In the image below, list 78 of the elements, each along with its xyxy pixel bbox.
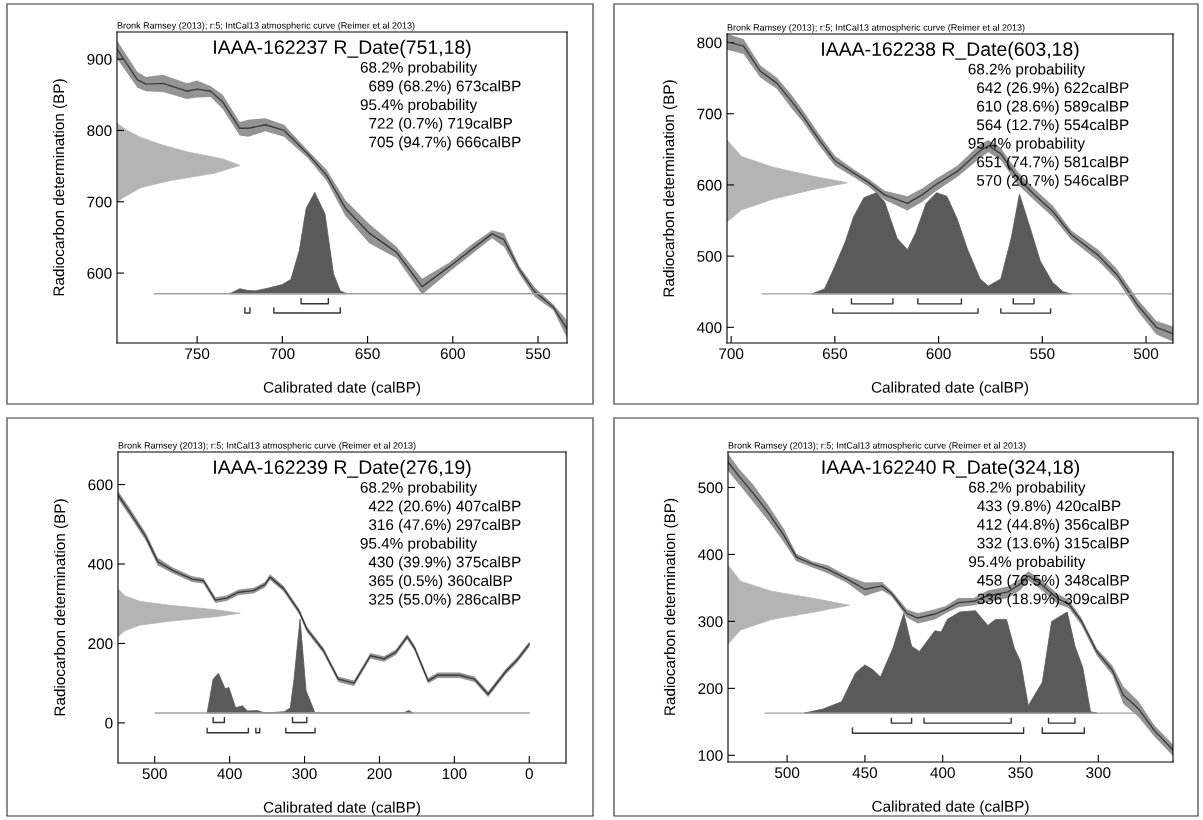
x-tick-label: 500 (774, 767, 800, 779)
x-tick-label: 400 (217, 768, 242, 780)
y-tick-label: 100 (698, 750, 723, 761)
x-tick-label: 650 (355, 348, 380, 360)
y-axis-title: Radiocarbon determination (BP) (53, 499, 69, 716)
y-tick-label: 500 (697, 251, 722, 262)
annotation: 610 (28.6%) 589calBP (977, 100, 1129, 115)
y-tick-label: 800 (697, 37, 722, 49)
x-tick-label: 700 (270, 348, 295, 360)
annotation: 412 (44.8%) 356calBP (977, 518, 1129, 533)
annotation: 642 (26.9%) 622calBP (977, 81, 1129, 97)
y-tick-label: 600 (87, 267, 112, 279)
y-tick-label: 900 (87, 53, 112, 65)
annotation: 705 (94.7%) 666calBP (369, 136, 521, 151)
x-tick-label: 700 (719, 348, 744, 360)
annotation: 365 (0.5%) 360calBP (368, 574, 512, 590)
x-tick-label: 500 (1133, 348, 1159, 360)
annotation: 430 (39.9%) 375calBP (368, 556, 521, 571)
x-tick-label: 600 (440, 348, 465, 360)
annotation: 722 (0.7%) 719calBP (369, 117, 513, 132)
annotation: 95.4% probability (969, 555, 1086, 571)
annotation: 68.2% probability (968, 63, 1086, 78)
x-tick-label: 450 (852, 767, 878, 779)
annotation: 95.4% probability (968, 137, 1086, 152)
x-tick-label: 650 (822, 348, 848, 360)
y-tick-label: 0 (105, 717, 113, 729)
x-tick-label: 350 (1008, 767, 1033, 779)
x-tick-label: 300 (292, 768, 317, 780)
annotation: 68.2% probability (969, 481, 1086, 496)
x-tick-label: 200 (367, 768, 392, 780)
annotation: 651 (74.7%) 581calBP (977, 156, 1129, 171)
annotation: 68.2% probability (360, 481, 478, 496)
x-tick-label: 400 (930, 767, 955, 779)
chart-title: IAAA-162237 R_Date(751,18) (214, 39, 471, 58)
y-tick-label: 500 (698, 482, 723, 494)
annotation: 564 (12.7%) 554calBP (976, 118, 1129, 134)
annotation: 422 (20.6%) 407calBP (368, 500, 521, 515)
chart-title: IAAA-162240 R_Date(324,18) (822, 459, 1080, 478)
y-tick-label: 400 (88, 558, 113, 570)
x-tick-label: 0 (525, 768, 533, 780)
annotation: 316 (47.6%) 297calBP (368, 518, 521, 534)
chart-title: IAAA-162239 R_Date(276,19) (214, 459, 471, 478)
chart-subtitle: Bronk Ramsey (2013); r:5; IntCal13 atmospheric curve (Reimer et al 2013) (728, 442, 1026, 451)
annotation: 95.4% probability (360, 537, 478, 552)
annotation: 68.2% probability (360, 61, 478, 76)
y-tick-label: 200 (88, 638, 113, 650)
chart-subtitle: Bronk Ramsey (2013); r:5; IntCal13 atmospheric curve (Reimer et al 2013) (727, 24, 1025, 33)
y-tick-label: 200 (698, 683, 723, 695)
annotation: 332 (13.6%) 315calBP (977, 537, 1129, 552)
x-axis-title: Calibrated date (calBP) (263, 801, 421, 816)
annotation: 325 (55.0%) 286calBP (368, 593, 521, 608)
x-tick-label: 300 (1086, 767, 1111, 779)
x-tick-label: 100 (442, 768, 467, 780)
y-tick-label: 800 (87, 125, 112, 137)
annotation: 433 (9.8%) 420calBP (977, 500, 1121, 515)
y-tick-label: 300 (698, 616, 723, 628)
x-tick-label: 600 (926, 348, 951, 360)
x-tick-label: 500 (142, 768, 167, 780)
y-tick-label: 700 (87, 196, 112, 208)
annotation: 95.4% probability (360, 98, 478, 114)
x-axis-title: Calibrated date (calBP) (871, 381, 1029, 396)
y-tick-label: 400 (698, 549, 723, 561)
y-tick-label: 400 (697, 322, 722, 334)
y-axis-title: Radiocarbon determination (BP) (662, 80, 678, 297)
x-tick-label: 550 (1030, 348, 1055, 360)
x-tick-label: 550 (525, 348, 551, 360)
x-axis-title: Calibrated date (calBP) (872, 800, 1029, 815)
chart-title: IAAA-162238 R_Date(603,18) (822, 41, 1079, 60)
y-axis-title: Radiocarbon determination (BP) (52, 79, 68, 296)
y-axis-title: Radiocarbon determination (BP) (663, 498, 679, 715)
x-axis-title: Calibrated date (calBP) (263, 381, 421, 396)
chart-subtitle: Bronk Ramsey (2013); r:5; IntCal13 atmospheric curve (Reimer et al 2013) (118, 442, 416, 451)
chart-subtitle: Bronk Ramsey (2013); r:5; IntCal13 atmospheric curve (Reimer et al 2013) (117, 22, 415, 31)
x-tick-label: 750 (185, 348, 210, 360)
y-tick-label: 600 (88, 479, 113, 491)
y-tick-label: 700 (697, 108, 722, 120)
y-tick-label: 600 (697, 179, 722, 191)
annotation: 689 (68.2%) 673calBP (369, 80, 521, 95)
